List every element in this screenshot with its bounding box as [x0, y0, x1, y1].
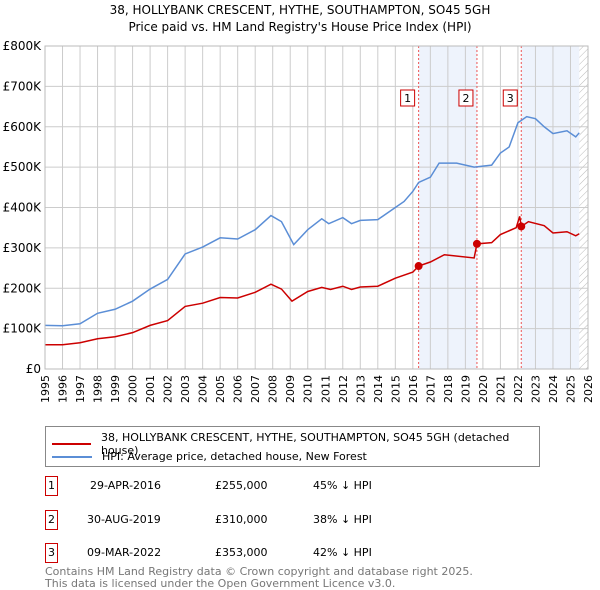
- transaction-row: 1 29-APR-2016 £255,000 45% ↓ HPI: [45, 476, 445, 496]
- y-tick-label: £400K: [3, 201, 43, 215]
- x-tick-label: 2010: [302, 375, 315, 403]
- y-tick-label: £600K: [3, 120, 43, 134]
- price: £353,000: [215, 546, 268, 559]
- x-tick-label: 2016: [407, 375, 420, 403]
- x-tick-label: 2003: [179, 375, 192, 403]
- x-tick-label: 2017: [424, 375, 437, 403]
- y-tick-label: £500K: [3, 160, 43, 174]
- x-tick-label: 2013: [354, 375, 367, 403]
- x-tick-label: 2014: [372, 375, 385, 403]
- marker-badge: 3: [45, 543, 58, 563]
- series-line: [45, 216, 580, 346]
- sale-point: [517, 222, 526, 231]
- footer-copyright: Contains HM Land Registry data © Crown c…: [45, 565, 473, 578]
- transaction-row: 3 09-MAR-2022 £353,000 42% ↓ HPI: [45, 543, 445, 563]
- x-tick-label: 2022: [512, 375, 525, 403]
- y-tick-label: £200K: [3, 281, 43, 295]
- date: 30-AUG-2019: [87, 513, 161, 526]
- x-tick-label: 2020: [477, 375, 490, 403]
- x-tick-label: 2021: [494, 375, 507, 403]
- sale-marker-label: 1: [404, 92, 411, 105]
- x-tick-label: 1995: [39, 375, 52, 403]
- transaction-row: 2 30-AUG-2019 £310,000 38% ↓ HPI: [45, 510, 445, 530]
- sale-point: [472, 239, 481, 248]
- x-tick-label: 2001: [144, 375, 157, 403]
- y-tick-label: £0: [26, 362, 41, 376]
- legend-label: HPI: Average price, detached house, New …: [102, 450, 367, 463]
- marker-badge: 2: [45, 510, 58, 530]
- sale-marker-box: [458, 89, 474, 107]
- price: £255,000: [215, 479, 268, 492]
- x-tick-label: 2025: [564, 375, 577, 403]
- x-tick-label: 2000: [127, 375, 140, 403]
- sale-marker-label: 3: [507, 92, 514, 105]
- x-tick-label: 2012: [337, 375, 350, 403]
- chart-title: 38, HOLLYBANK CRESCENT, HYTHE, SOUTHAMPT…: [109, 3, 491, 17]
- y-tick-label: £800K: [3, 39, 43, 53]
- y-tick-label: £700K: [3, 79, 43, 93]
- sale-marker-box: [400, 89, 416, 107]
- x-tick-label: 2005: [214, 375, 227, 403]
- x-tick-label: 1998: [92, 375, 105, 403]
- sale-marker-box: [502, 89, 518, 107]
- series-line: [44, 115, 580, 327]
- plot-frame: [44, 45, 589, 370]
- legend-label: 38, HOLLYBANK CRESCENT, HYTHE, SOUTHAMPT…: [100, 431, 510, 457]
- legend-item-hpi: HPI: Average price, detached house, New …: [52, 450, 367, 463]
- hpi-diff: 45% ↓ HPI: [313, 479, 372, 492]
- chart-subtitle: Price paid vs. HM Land Registry's House …: [128, 20, 472, 34]
- x-tick-label: 2018: [442, 375, 455, 403]
- x-tick-label: 2023: [529, 375, 542, 403]
- x-tick-label: 2026: [582, 375, 595, 403]
- x-tick-label: 2015: [389, 375, 402, 403]
- x-tick-label: 1999: [109, 375, 122, 403]
- marker-badge: 1: [45, 476, 58, 496]
- x-tick-label: 2008: [267, 375, 280, 403]
- y-tick-label: £300K: [3, 241, 43, 255]
- date: 09-MAR-2022: [87, 546, 162, 559]
- x-tick-label: 2011: [319, 375, 332, 403]
- sale-marker-label: 2: [462, 92, 469, 105]
- x-tick-label: 2004: [197, 375, 210, 403]
- date: 29-APR-2016: [90, 479, 162, 492]
- hpi-diff: 38% ↓ HPI: [313, 513, 372, 526]
- price: £310,000: [215, 513, 268, 526]
- hpi-diff: 42% ↓ HPI: [313, 546, 372, 559]
- x-tick-label: 2006: [232, 375, 245, 403]
- x-tick-label: 2002: [162, 375, 175, 403]
- price-chart: 1995 1996 1997 1998 1999 2000 2001 2002 2003 2004…: [3, 39, 595, 403]
- legend-swatch: [52, 443, 91, 445]
- x-tick-label: 2009: [284, 375, 297, 403]
- y-tick-label: £100K: [3, 322, 43, 336]
- x-tick-label: 2007: [249, 375, 262, 403]
- footer-licence: This data is licensed under the Open Gov…: [45, 577, 396, 590]
- x-tick-label: 2024: [547, 375, 560, 403]
- x-tick-label: 2019: [459, 375, 472, 403]
- x-tick-label: 1996: [57, 375, 70, 403]
- x-tick-label: 1997: [74, 375, 87, 403]
- legend-swatch: [52, 455, 92, 458]
- legend: 38, HOLLYBANK CRESCENT, HYTHE, SOUTHAMPT…: [45, 426, 540, 467]
- sale-point: [414, 262, 423, 271]
- legend-item-property: 38, HOLLYBANK CRESCENT, HYTHE, SOUTHAMPT…: [52, 431, 539, 457]
